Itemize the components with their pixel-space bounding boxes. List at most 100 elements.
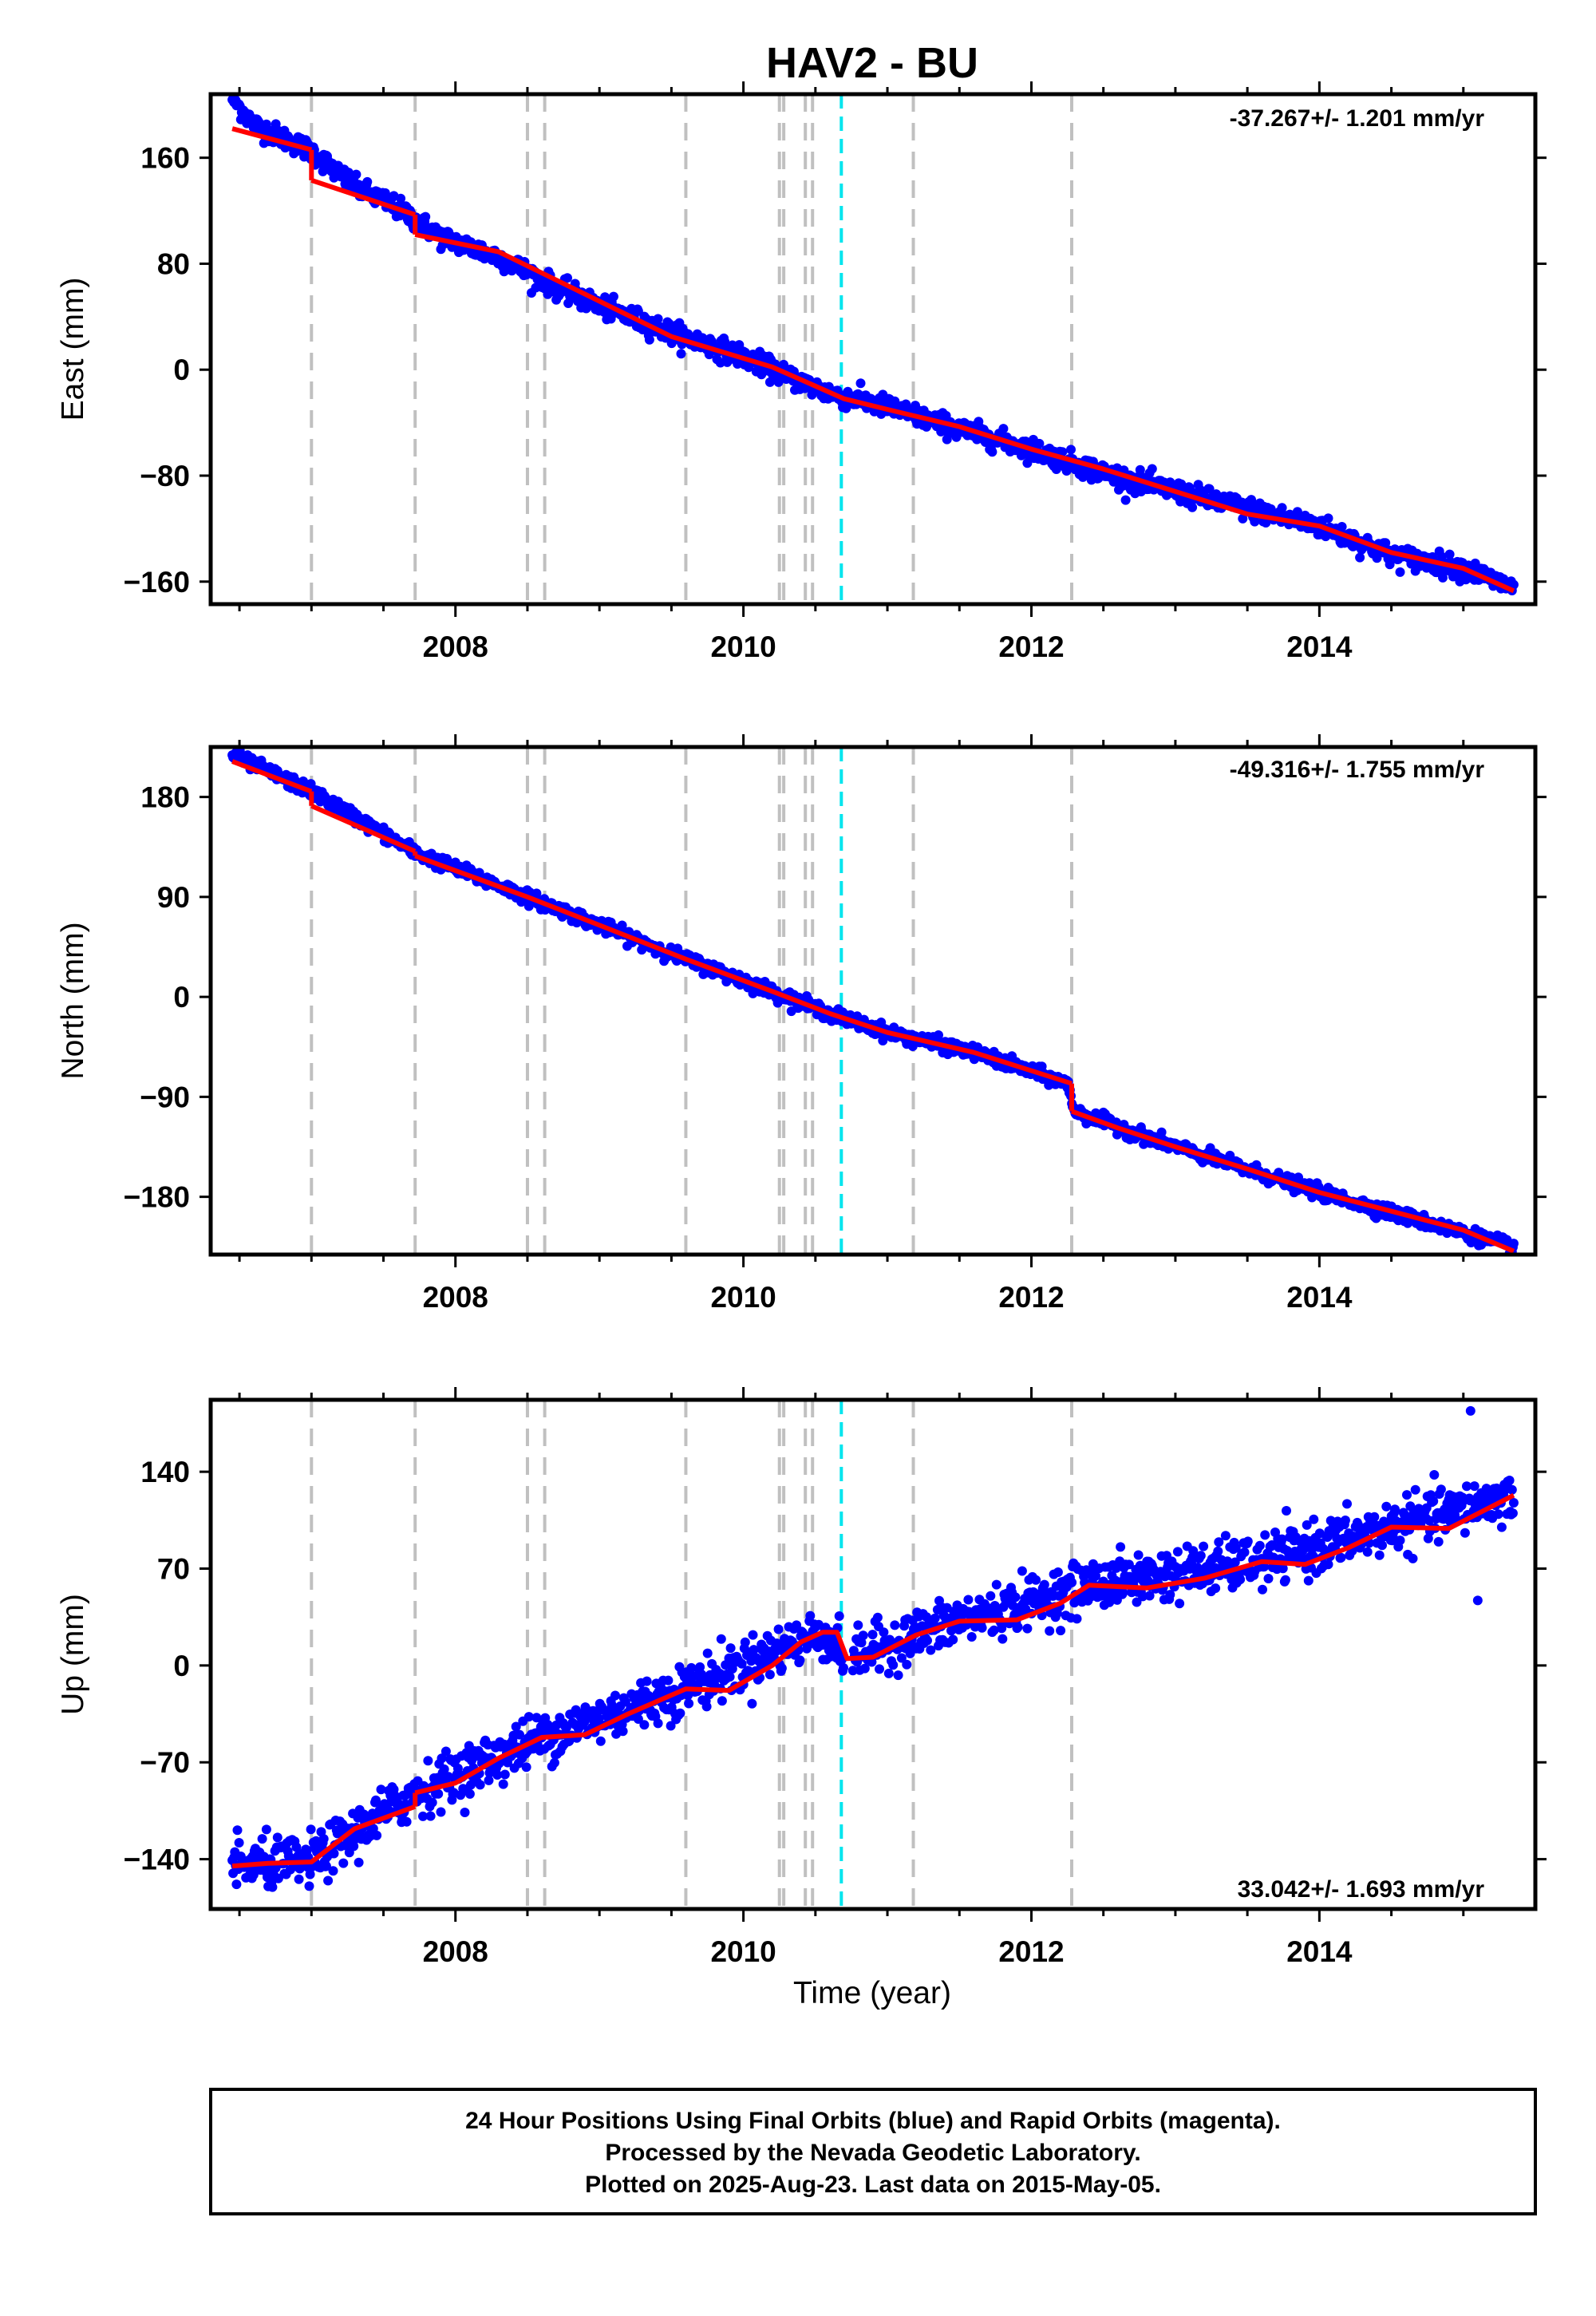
data-point xyxy=(549,1757,559,1768)
data-point xyxy=(1410,1484,1420,1495)
data-point xyxy=(1385,559,1395,570)
frame-up xyxy=(208,1397,1538,1911)
data-point xyxy=(1408,1553,1418,1563)
model-line-north-0 xyxy=(231,759,313,794)
y-tick-label-up-1: 70 xyxy=(157,1553,190,1586)
data-point xyxy=(1362,1547,1373,1557)
y-tick-label-north-1: 90 xyxy=(157,881,190,914)
data-point xyxy=(294,1874,304,1884)
data-point xyxy=(749,1645,759,1655)
data-point xyxy=(343,168,354,178)
y-tick-label-east-4: −160 xyxy=(124,566,190,599)
data-point xyxy=(1066,445,1076,455)
data-point xyxy=(1261,518,1271,528)
data-point xyxy=(1390,1504,1400,1515)
x-tick-label-up-2: 2012 xyxy=(998,1935,1064,1968)
model-line-north-2 xyxy=(414,853,1073,1086)
data-point xyxy=(1238,513,1248,524)
data-point xyxy=(1211,1583,1221,1594)
data-point xyxy=(1436,1484,1446,1495)
data-point xyxy=(1496,1522,1507,1532)
data-point xyxy=(1336,1552,1346,1563)
y-tick-label-up-3: −70 xyxy=(140,1746,190,1779)
data-point xyxy=(521,1762,531,1773)
data-point xyxy=(421,211,431,222)
data-point xyxy=(492,1770,503,1780)
data-point xyxy=(1220,1531,1231,1541)
data-point xyxy=(977,1622,987,1633)
data-point xyxy=(1039,1579,1049,1590)
data-point xyxy=(618,1726,628,1737)
data-point xyxy=(701,1701,712,1712)
data-point xyxy=(464,1788,475,1799)
data-point xyxy=(1342,1499,1352,1509)
y-tick-label-up-2: 0 xyxy=(173,1650,190,1682)
data-point xyxy=(1469,1481,1479,1492)
data-point xyxy=(1504,1476,1515,1485)
data-point xyxy=(349,1841,359,1852)
data-point xyxy=(1072,1614,1082,1624)
y-axis-label-up: Up (mm) xyxy=(56,1594,90,1715)
x-tick-label-up-3: 2014 xyxy=(1286,1935,1353,1968)
y-tick-label-north-3: −90 xyxy=(140,1081,190,1113)
data-point xyxy=(963,1595,974,1605)
data-point xyxy=(839,1662,848,1673)
data-point xyxy=(305,1869,315,1879)
frame-east xyxy=(208,92,1538,607)
data-point xyxy=(1254,1540,1265,1551)
data-point xyxy=(737,1658,747,1669)
data-point xyxy=(1175,1599,1185,1609)
data-point xyxy=(563,273,572,283)
data-point xyxy=(1187,502,1198,512)
x-tick-label-north-0: 2008 xyxy=(423,1281,488,1314)
x-tick-label-north-2: 2012 xyxy=(998,1281,1064,1314)
data-point xyxy=(1022,1623,1033,1634)
data-point xyxy=(997,1623,1007,1634)
data-point xyxy=(1428,1496,1439,1506)
data-point xyxy=(748,1630,758,1640)
data-point xyxy=(423,1756,433,1766)
data-point xyxy=(515,1729,524,1740)
data-point xyxy=(872,1612,883,1622)
y-tick-label-east-0: 160 xyxy=(140,142,190,175)
model-line-up-1 xyxy=(414,1492,1515,1796)
data-point xyxy=(653,314,663,324)
x-tick-label-north-3: 2014 xyxy=(1286,1281,1353,1314)
x-tick-label-east-3: 2014 xyxy=(1286,630,1353,663)
data-point xyxy=(351,169,361,180)
y-tick-label-east-2: 0 xyxy=(173,354,190,386)
data-point xyxy=(1239,1547,1250,1557)
data-point xyxy=(676,349,686,359)
data-point xyxy=(1263,1574,1274,1583)
data-point xyxy=(1462,1481,1472,1492)
data-point xyxy=(890,1620,900,1630)
data-point xyxy=(362,176,373,187)
data-point xyxy=(321,1861,331,1871)
data-point xyxy=(1045,1626,1055,1636)
data-point xyxy=(773,1624,784,1634)
data-point xyxy=(437,1753,447,1764)
outlier-point-0 xyxy=(1465,1405,1476,1416)
footer-line-3: Plotted on 2025-Aug-23. Last data on 201… xyxy=(585,2172,1161,2198)
footer-box: 24 Hour Positions Using Final Orbits (bl… xyxy=(209,2088,1537,2215)
data-point xyxy=(1031,1575,1041,1585)
data-point xyxy=(776,1663,787,1674)
data-point xyxy=(1195,1551,1206,1561)
data-point xyxy=(1091,1571,1101,1581)
data-point xyxy=(1402,1490,1412,1500)
data-point xyxy=(773,377,784,387)
data-point xyxy=(922,1635,932,1646)
data-point xyxy=(1507,1484,1517,1495)
data-point xyxy=(989,1625,999,1635)
data-point xyxy=(531,888,542,899)
data-point xyxy=(304,1881,314,1891)
data-point xyxy=(1323,513,1333,524)
data-point xyxy=(1056,1626,1066,1636)
data-point xyxy=(1277,503,1287,513)
data-point xyxy=(805,1611,816,1621)
data-point xyxy=(1230,1557,1240,1567)
data-point xyxy=(1381,538,1391,548)
data-point xyxy=(371,1795,381,1805)
